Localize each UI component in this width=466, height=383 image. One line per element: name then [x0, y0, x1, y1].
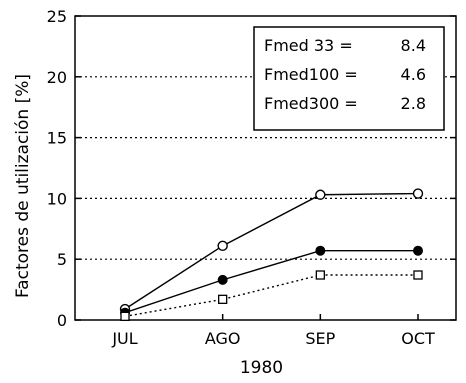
annotation-frame: [253, 26, 445, 131]
data-point: [413, 270, 423, 280]
series-line: [124, 249, 418, 314]
data-point: [315, 245, 326, 256]
series-2: [120, 245, 423, 318]
y-tick-label: 15: [47, 129, 67, 148]
data-point: [120, 311, 130, 322]
x-tick-label: SEP: [305, 329, 335, 348]
data-point: [315, 270, 325, 280]
y-tick-label: 5: [57, 250, 67, 269]
y-axis-label: Factores de utilización [%]: [13, 74, 33, 298]
data-point: [218, 294, 228, 304]
y-tick-label: 10: [47, 189, 67, 208]
fmed-value: 8.4: [401, 36, 426, 55]
fmed-label: Fmed100 =: [264, 65, 358, 84]
y-tick-label: 25: [47, 7, 67, 26]
data-point: [413, 245, 423, 256]
x-tick-label: OCT: [401, 329, 435, 348]
fmed-label: Fmed300 =: [264, 94, 358, 113]
data-point: [412, 188, 424, 199]
fmed-annotation-box: Fmed 33 = 8.4 Fmed100 = 4.6 Fmed300 = 2.8: [253, 26, 445, 131]
series-3: [120, 270, 423, 322]
data-point: [217, 240, 228, 252]
series-layer: [119, 188, 424, 322]
fmed-label: Fmed 33 =: [264, 36, 353, 55]
x-axis-label: 1980: [240, 358, 283, 378]
data-point: [217, 274, 228, 285]
y-tick-label: 0: [57, 311, 67, 330]
fmed-value: 4.6: [401, 65, 426, 84]
x-tick-label: JUL: [111, 329, 137, 348]
data-point: [315, 189, 326, 200]
x-tick-label: AGO: [205, 329, 241, 348]
y-tick-label: 20: [47, 68, 67, 87]
fmed-value: 2.8: [401, 94, 426, 113]
plot-frame: [74, 15, 457, 321]
series-line: [124, 192, 419, 310]
